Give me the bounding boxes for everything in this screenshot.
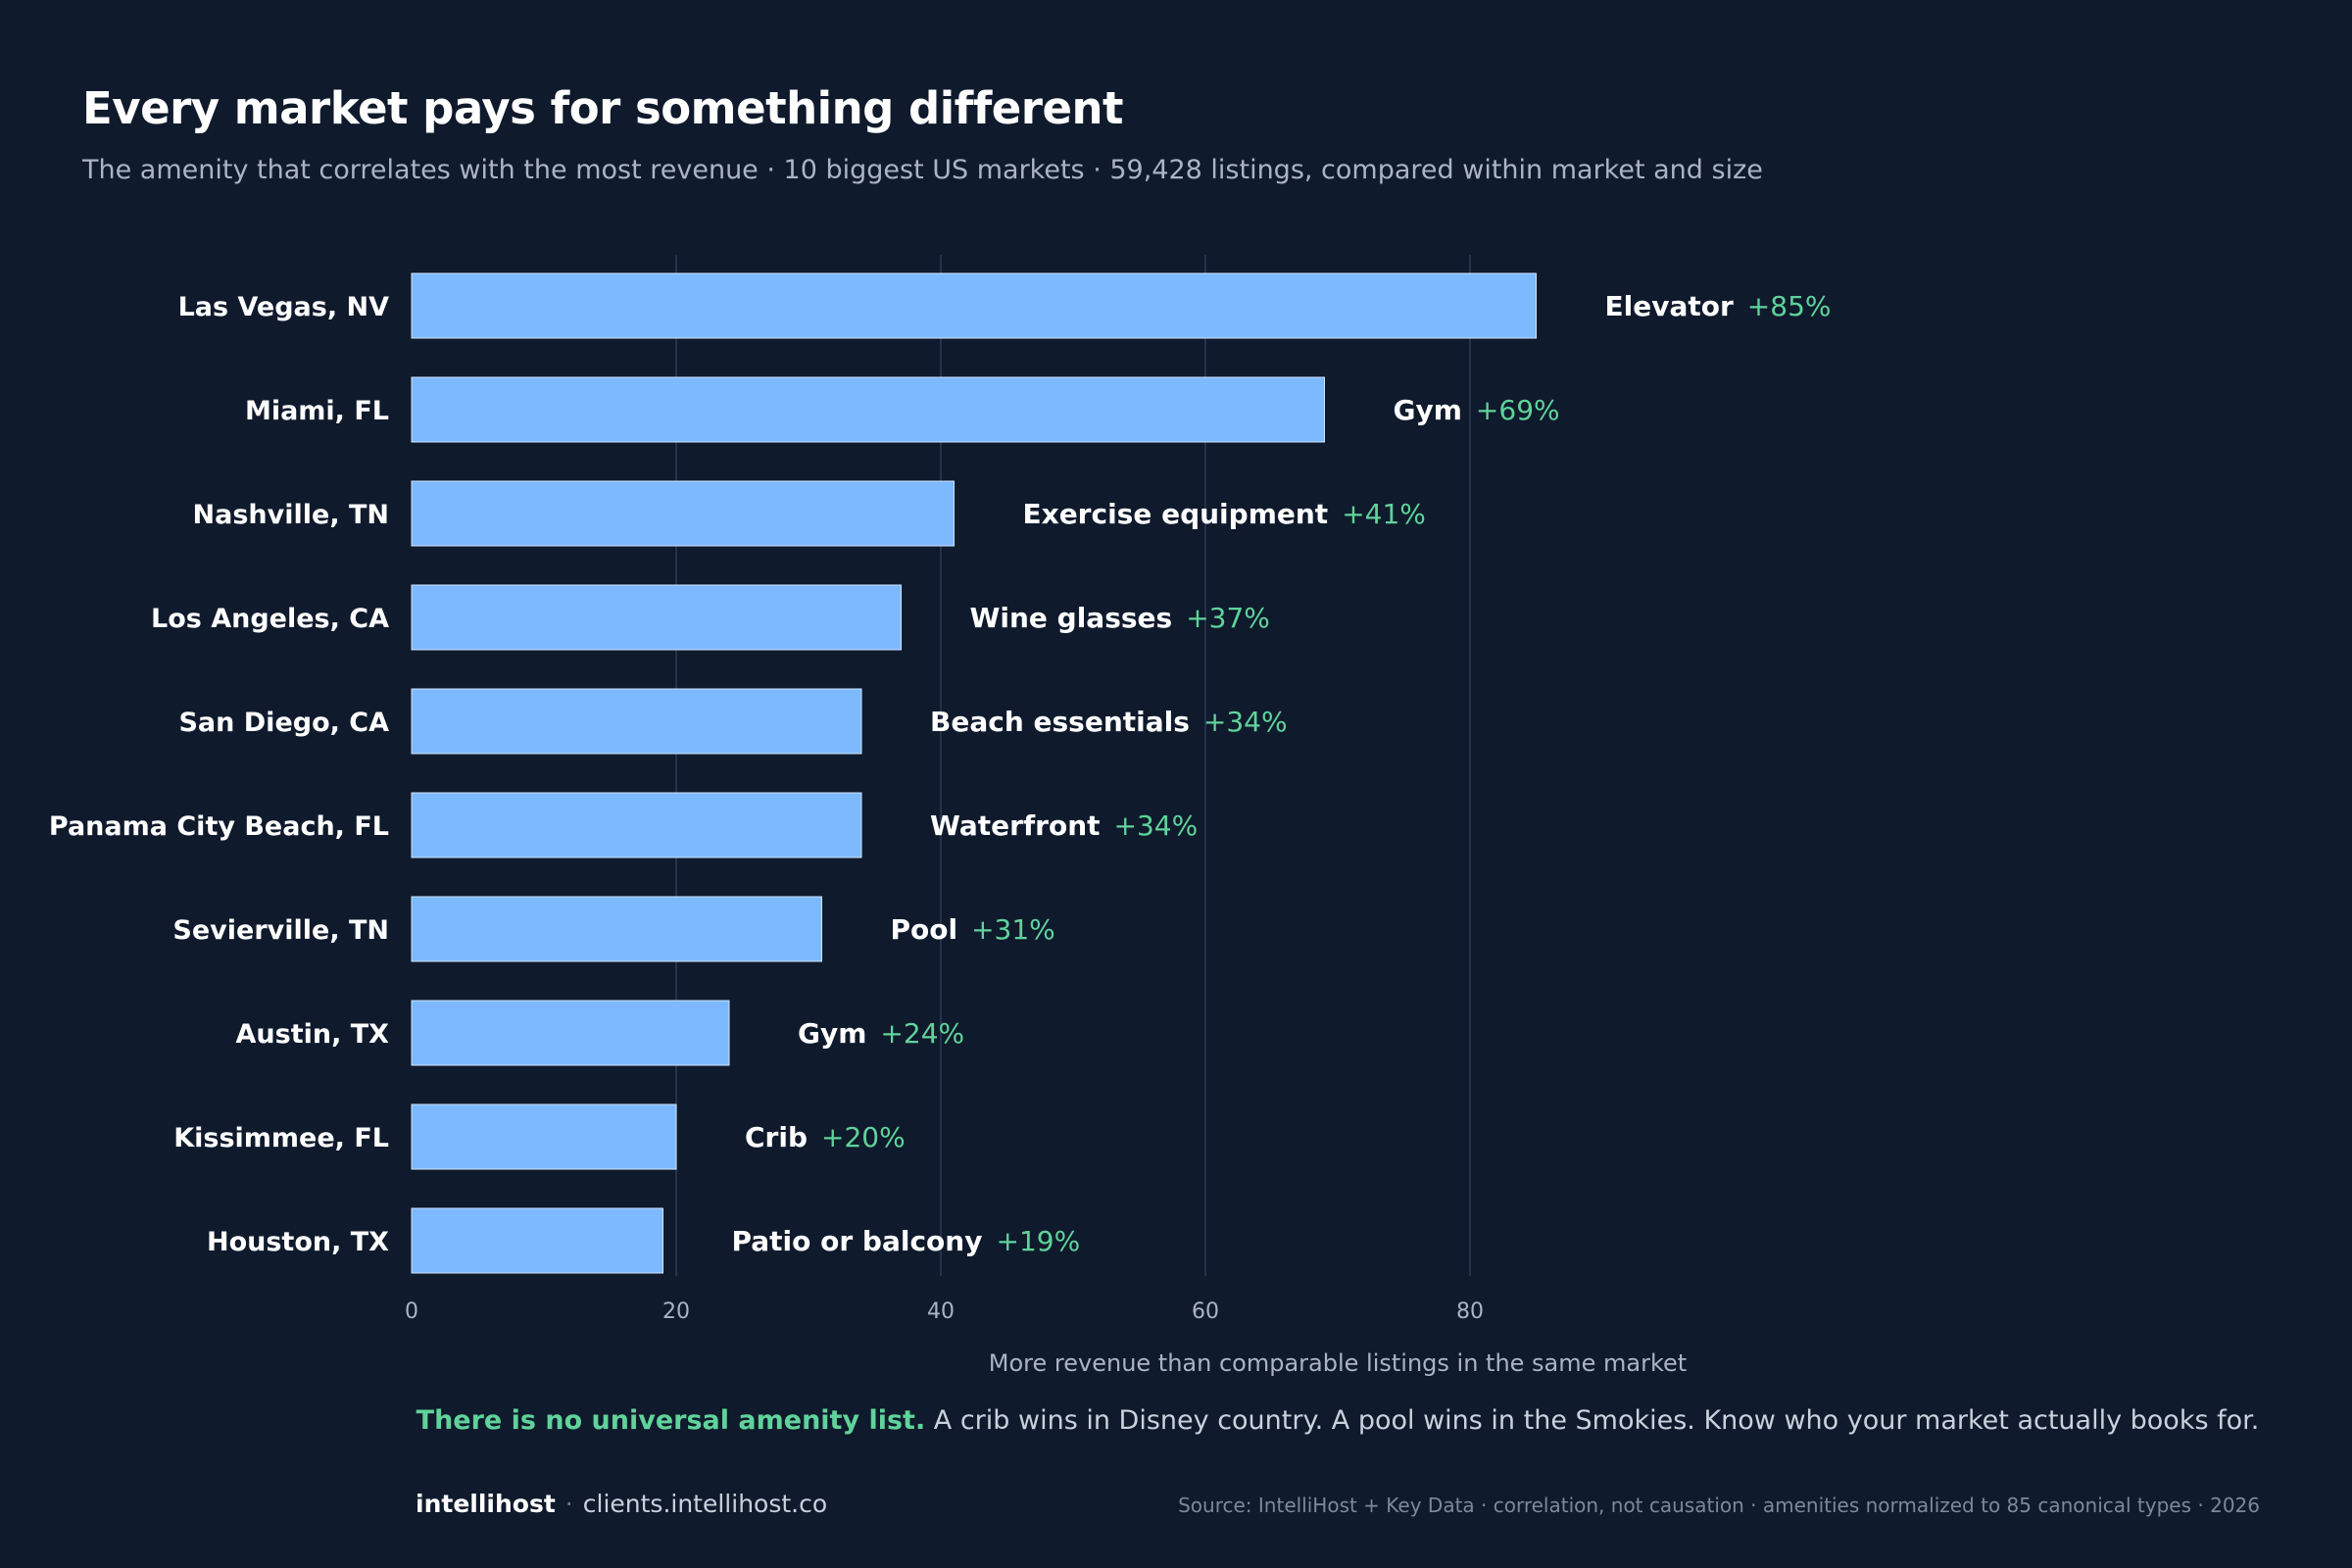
- amenity-label: Crib: [745, 1121, 808, 1153]
- amenity-label: Gym: [798, 1017, 866, 1050]
- bar-chart: Las Vegas, NV Elevator +85% Miami, FL Gym +69…: [49, 255, 1832, 1377]
- value-label: +41%: [1342, 498, 1426, 530]
- amenity-label: Exercise equipment: [1023, 498, 1329, 530]
- bar: [411, 376, 1325, 443]
- amenity-label: Waterfront: [930, 809, 1101, 842]
- bar: [411, 896, 822, 962]
- bar: [411, 272, 1537, 339]
- bar-annotation: Beach essentials +34%: [930, 706, 1288, 738]
- bar-annotation: Gym +69%: [1394, 394, 1560, 426]
- takeaway-text: A crib wins in Disney country. A pool wi…: [925, 1405, 2260, 1436]
- brand-logo-text: intellihost: [416, 1490, 556, 1518]
- x-axis-label: More revenue than comparable listings in…: [989, 1349, 1687, 1377]
- category-label: Panama City Beach, FL: [49, 811, 389, 842]
- value-label: +34%: [1114, 809, 1199, 842]
- amenity-label: Gym: [1394, 394, 1462, 426]
- footer-url-link[interactable]: clients.intellihost.co: [582, 1490, 828, 1518]
- value-label: +34%: [1203, 706, 1288, 738]
- footer-brand-block: intellihost · clients.intellihost.co: [416, 1490, 827, 1518]
- bar-annotation: Crib +20%: [745, 1121, 906, 1153]
- category-label: San Diego, CA: [178, 708, 389, 738]
- bar-annotation: Gym +24%: [798, 1017, 964, 1050]
- value-label: +85%: [1747, 290, 1832, 322]
- category-label: Miami, FL: [245, 396, 389, 426]
- bar-annotation: Elevator +85%: [1605, 290, 1832, 322]
- value-label: +19%: [996, 1225, 1080, 1257]
- x-tick-label: 40: [927, 1299, 955, 1324]
- value-label: +69%: [1476, 394, 1560, 426]
- chart-subtitle: The amenity that correlates with the mos…: [82, 155, 1763, 185]
- bar: [411, 792, 862, 858]
- bar: [411, 1207, 663, 1274]
- takeaway-highlight: There is no universal amenity list.: [416, 1405, 926, 1436]
- category-label: Las Vegas, NV: [178, 292, 389, 322]
- takeaway-note: There is no universal amenity list. A cr…: [0, 1405, 2352, 1436]
- category-label: Austin, TX: [236, 1019, 390, 1050]
- amenity-label: Wine glasses: [970, 602, 1173, 634]
- x-tick-label: 20: [662, 1299, 690, 1324]
- value-label: +20%: [821, 1121, 906, 1153]
- footer-separator: ·: [564, 1490, 573, 1518]
- category-label: Houston, TX: [207, 1227, 389, 1257]
- bar-annotation: Exercise equipment +41%: [1023, 498, 1426, 530]
- value-label: +31%: [971, 913, 1055, 946]
- amenity-label: Pool: [891, 913, 958, 946]
- category-label: Kissimmee, FL: [173, 1123, 389, 1153]
- bar-annotation: Pool +31%: [891, 913, 1055, 946]
- category-label: Nashville, TN: [193, 500, 389, 530]
- amenity-label: Patio or balcony: [732, 1225, 983, 1257]
- amenity-label: Elevator: [1605, 290, 1734, 322]
- bar-annotation: Waterfront +34%: [930, 809, 1198, 842]
- chart-title: Every market pays for something differen…: [82, 82, 1124, 134]
- bar: [411, 1000, 730, 1066]
- x-tick-label: 80: [1456, 1299, 1484, 1324]
- bar: [411, 584, 902, 651]
- bar-annotation: Patio or balcony +19%: [732, 1225, 1081, 1257]
- source-note: Source: IntelliHost + Key Data · correla…: [1178, 1494, 2260, 1517]
- x-tick-label: 60: [1192, 1299, 1219, 1324]
- category-label: Los Angeles, CA: [151, 604, 389, 634]
- amenity-label: Beach essentials: [930, 706, 1190, 738]
- value-label: +24%: [880, 1017, 964, 1050]
- bar-annotation: Wine glasses +37%: [970, 602, 1270, 634]
- bar: [411, 480, 955, 547]
- x-tick-label: 0: [405, 1299, 418, 1324]
- value-label: +37%: [1186, 602, 1270, 634]
- bar: [411, 688, 862, 755]
- bar: [411, 1103, 677, 1170]
- category-label: Sevierville, TN: [172, 915, 389, 946]
